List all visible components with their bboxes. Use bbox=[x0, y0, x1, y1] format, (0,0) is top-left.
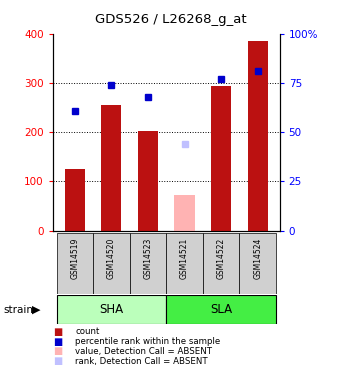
Bar bbox=[175, 195, 195, 231]
Text: ■: ■ bbox=[53, 337, 62, 346]
Text: SLA: SLA bbox=[210, 303, 232, 316]
Text: ■: ■ bbox=[53, 356, 62, 366]
Text: GSM14523: GSM14523 bbox=[144, 237, 152, 279]
Text: value, Detection Call = ABSENT: value, Detection Call = ABSENT bbox=[75, 347, 212, 356]
Bar bbox=[65, 169, 85, 231]
Bar bbox=[93, 232, 130, 294]
Text: SHA: SHA bbox=[99, 303, 123, 316]
Text: GDS526 / L26268_g_at: GDS526 / L26268_g_at bbox=[95, 13, 246, 26]
Bar bbox=[57, 295, 166, 324]
Bar bbox=[166, 232, 203, 294]
Bar bbox=[130, 232, 166, 294]
Text: ■: ■ bbox=[53, 327, 62, 337]
Text: rank, Detection Call = ABSENT: rank, Detection Call = ABSENT bbox=[75, 357, 208, 366]
Text: ■: ■ bbox=[53, 346, 62, 356]
Bar bbox=[211, 86, 231, 231]
Text: ▶: ▶ bbox=[32, 305, 41, 315]
Bar bbox=[57, 232, 93, 294]
Bar bbox=[248, 41, 268, 231]
Text: GSM14520: GSM14520 bbox=[107, 237, 116, 279]
Bar bbox=[239, 232, 276, 294]
Text: strain: strain bbox=[3, 305, 33, 315]
Text: percentile rank within the sample: percentile rank within the sample bbox=[75, 337, 220, 346]
Bar bbox=[138, 131, 158, 231]
Text: GSM14522: GSM14522 bbox=[217, 237, 226, 279]
Text: GSM14524: GSM14524 bbox=[253, 237, 262, 279]
Bar bbox=[203, 232, 239, 294]
Bar bbox=[101, 105, 121, 231]
Text: GSM14519: GSM14519 bbox=[70, 237, 79, 279]
Text: count: count bbox=[75, 327, 99, 336]
Text: GSM14521: GSM14521 bbox=[180, 237, 189, 279]
Bar bbox=[166, 295, 276, 324]
